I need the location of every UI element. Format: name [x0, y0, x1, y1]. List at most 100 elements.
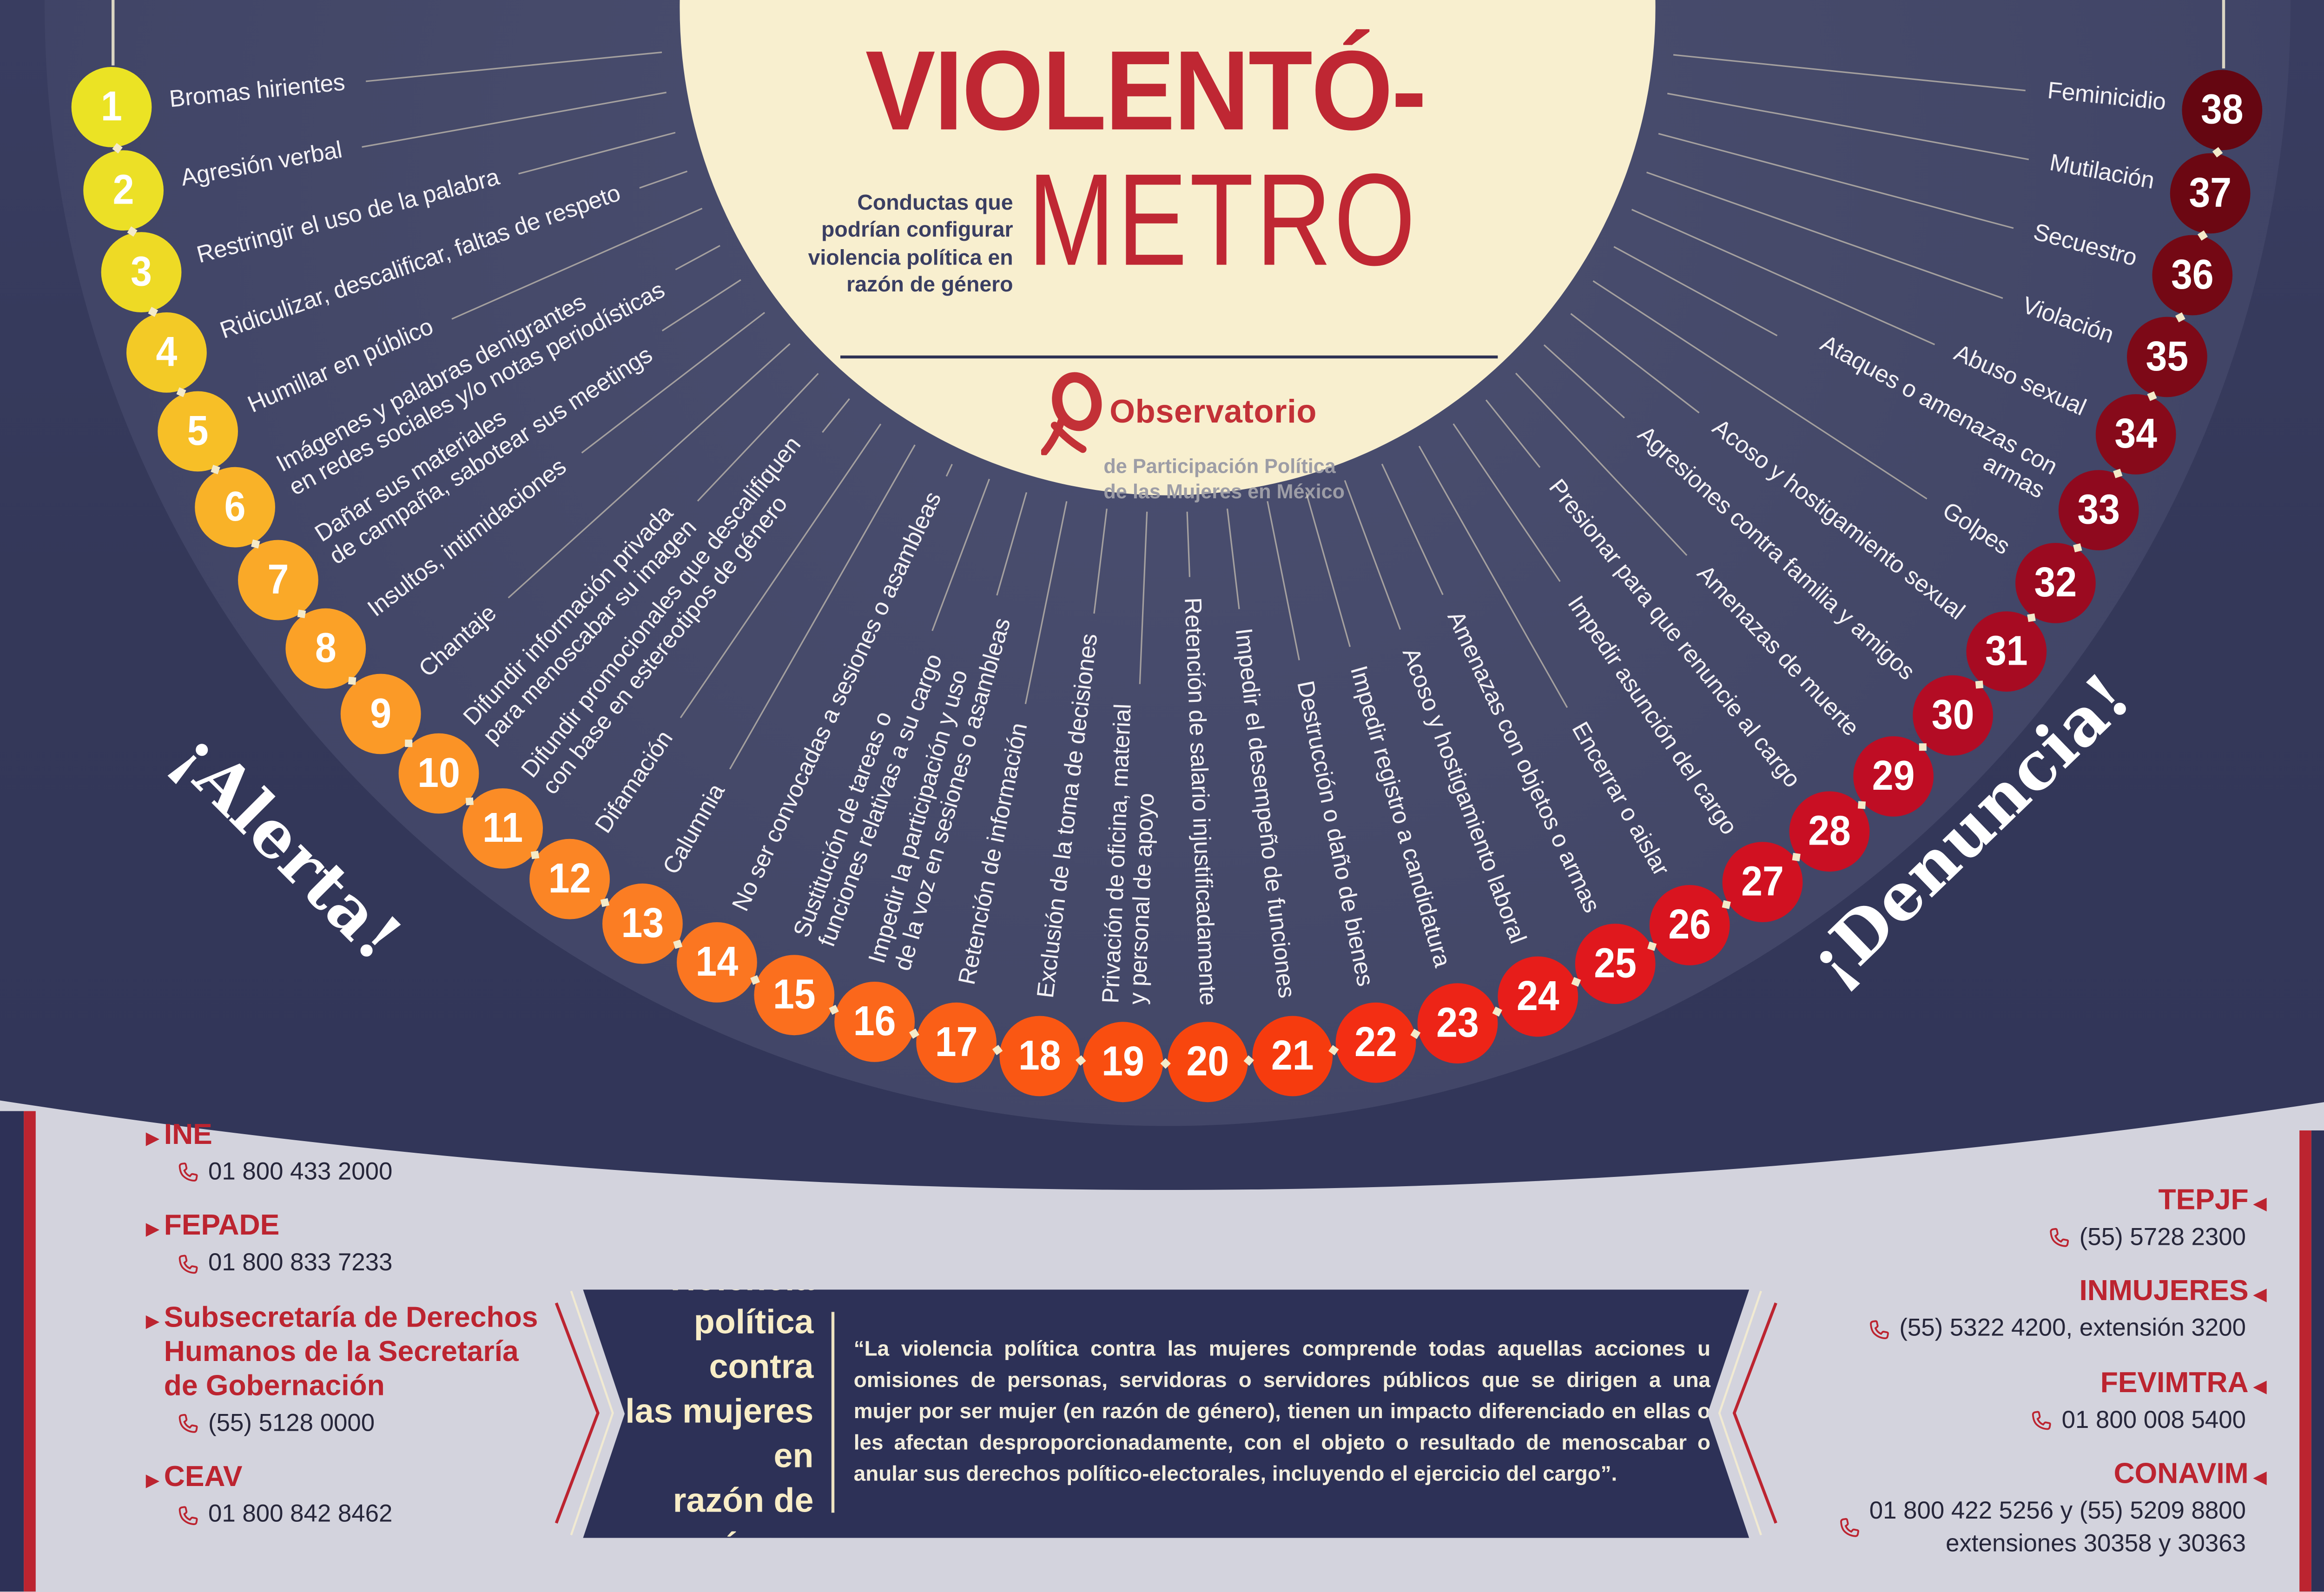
phone-icon [1840, 1518, 1859, 1538]
definition-divider [832, 1312, 834, 1513]
contacts-right: TEPJF ◀ (55) 5728 2300 INMUJERES ◀ (55) … [1642, 1184, 2267, 1581]
contact-phone: (55) 5728 2300 [2079, 1224, 2246, 1251]
scale-point-number: 31 [1985, 628, 2028, 674]
logo-name: Observatorio [1109, 392, 1317, 430]
scale-point-number: 19 [1102, 1038, 1145, 1085]
scale-point-number: 15 [773, 971, 816, 1018]
scale-point-number: 38 [2201, 86, 2244, 132]
scale-point-number: 35 [2146, 332, 2189, 379]
scale-point-29: 29 [1853, 736, 1934, 817]
scale-point-number: 26 [1669, 902, 1712, 948]
logo-line2: de las Mujeres en México [1103, 480, 1345, 503]
connector-dot [467, 798, 474, 806]
scale-point-number: 34 [2115, 410, 2158, 457]
connector-dot [1858, 800, 1866, 808]
scale-point-32: 32 [2015, 542, 2096, 623]
contact-phone: 01 800 008 5400 [2061, 1407, 2246, 1434]
hanging-thread [2222, 0, 2225, 68]
phone-icon [178, 1163, 198, 1182]
contact-fevimtra: FEVIMTRA ◀ 01 800 008 5400 [1642, 1367, 2267, 1437]
scale-point-number: 36 [2171, 252, 2214, 298]
connector-dot [405, 740, 413, 748]
triangle-left-icon: ◀ [2253, 1284, 2267, 1305]
left-edge-red-bar [24, 1111, 37, 1592]
contact-name: TEPJF [2158, 1184, 2249, 1217]
observatorio-logo: Observatorio de Participación Política d… [1041, 372, 1428, 505]
scale-point-number: 27 [1740, 857, 1783, 904]
triangle-left-icon: ◀ [2253, 1193, 2267, 1214]
connector-dot [349, 678, 357, 685]
definition-quote: “La violencia política contra las mujere… [853, 1337, 1710, 1486]
triangle-left-icon: ◀ [2253, 1375, 2267, 1397]
scale-point-number: 4 [156, 329, 178, 376]
contact-phone: 01 800 433 2000 [208, 1158, 393, 1186]
scale-point-13: 13 [601, 884, 682, 964]
scale-point-number: 11 [482, 805, 523, 852]
scale-point-4: 4 [126, 313, 207, 393]
scale-point-number: 3 [131, 248, 153, 295]
scale-point-12: 12 [530, 839, 611, 920]
scale-point-30: 30 [1912, 675, 1993, 756]
scale-point-number: 20 [1187, 1039, 1229, 1085]
logo-line1: de Participación Política [1103, 455, 1336, 478]
scale-point-number: 5 [186, 407, 208, 454]
contact-subsecretaria: ▶ Subsecretaría de Derechos Humanos de l… [146, 1301, 592, 1440]
contact-name: INMUJERES [2079, 1275, 2249, 1308]
scale-point-number: 16 [853, 998, 896, 1045]
left-edge-navy-bar [0, 1111, 23, 1592]
scale-point-number: 28 [1808, 807, 1851, 854]
scale-point-2: 2 [83, 150, 164, 231]
scale-point-16: 16 [834, 982, 915, 1063]
contact-name: Subsecretaría de Derechos Humanos de la … [164, 1301, 538, 1403]
connector-dot [1792, 853, 1800, 861]
scale-point-number: 18 [1018, 1032, 1061, 1078]
scale-point-18: 18 [999, 1015, 1080, 1096]
scale-point-number: 17 [935, 1018, 978, 1065]
contact-tepjf: TEPJF ◀ (55) 5728 2300 [1642, 1184, 2267, 1255]
scale-point-33: 33 [2059, 470, 2139, 551]
scale-point-38: 38 [2182, 70, 2263, 150]
phone-icon [2050, 1228, 2069, 1248]
scale-point-35: 35 [2127, 316, 2208, 396]
scale-point-21: 21 [1252, 1016, 1333, 1097]
contact-name: CONAVIM [2113, 1458, 2249, 1491]
scale-point-23: 23 [1417, 983, 1498, 1064]
scale-point-number: 6 [224, 483, 245, 530]
scale-point-3: 3 [101, 232, 182, 313]
scale-point-number: 24 [1516, 973, 1559, 1019]
phone-icon [1870, 1320, 1889, 1339]
scale-point-5: 5 [157, 391, 238, 472]
scale-point-6: 6 [194, 467, 275, 548]
scale-point-number: 29 [1872, 752, 1915, 799]
contact-name: FEPADE [164, 1210, 280, 1243]
contact-fepade: ▶ FEPADE 01 800 833 7233 [146, 1210, 592, 1281]
scale-point-number: 25 [1594, 940, 1637, 987]
scale-point-number: 13 [621, 900, 663, 946]
triangle-right-icon: ▶ [145, 1127, 160, 1149]
scale-point-17: 17 [916, 1002, 997, 1083]
scale-point-number: 1 [101, 82, 123, 129]
contact-phone: (55) 5128 0000 [208, 1410, 375, 1437]
scale-point-25: 25 [1575, 924, 1656, 1005]
page-title-second-word: METRO [1028, 146, 1418, 293]
scale-point-27: 27 [1722, 841, 1802, 922]
scale-point-37: 37 [2171, 153, 2251, 234]
scale-point-number: 8 [315, 625, 337, 671]
contact-name: CEAV [164, 1461, 243, 1494]
quote-left-accent-cream [570, 1290, 614, 1536]
phone-icon [2032, 1411, 2052, 1430]
connector-dot [1920, 743, 1927, 750]
contact-ceav: ▶ CEAV 01 800 842 8462 [146, 1461, 592, 1532]
scale-point-number: 32 [2034, 559, 2077, 605]
scale-point-number: 22 [1354, 1019, 1397, 1065]
scale-point-7: 7 [237, 539, 318, 620]
scale-point-19: 19 [1083, 1022, 1164, 1103]
scale-point-36: 36 [2152, 235, 2233, 316]
phone-icon [178, 1505, 198, 1525]
scale-point-number: 2 [113, 166, 135, 212]
contacts-left: ▶ INE 01 800 433 2000 ▶ FEPADE 01 800 83… [146, 1118, 592, 1552]
quote-left-accent-red [555, 1302, 600, 1524]
scale-point-20: 20 [1168, 1022, 1248, 1103]
triangle-left-icon: ◀ [2253, 1467, 2267, 1488]
